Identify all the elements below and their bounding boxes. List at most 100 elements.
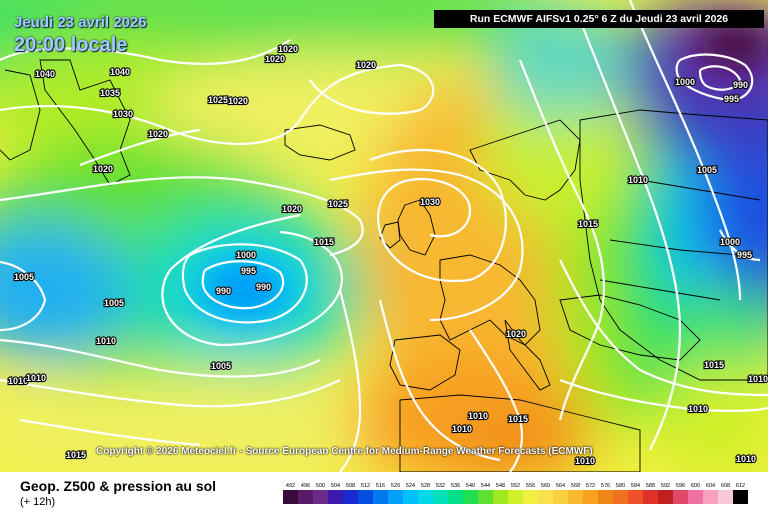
scale-swatch: [388, 490, 403, 504]
isobar-label: 1030: [113, 109, 133, 119]
isobar-label: 1000: [720, 237, 740, 247]
scale-tick-label: 612: [736, 483, 745, 489]
scale-tick-label: 596: [676, 483, 685, 489]
scale-swatch: [718, 490, 733, 504]
isobar-label: 1010: [96, 336, 116, 346]
scale-swatch: [628, 490, 643, 504]
isobar-label: 1020: [148, 129, 168, 139]
isobar-label: 1020: [228, 96, 248, 106]
isobar-label: 990: [256, 282, 271, 292]
isobar-label: 1010: [575, 456, 595, 466]
isobar-label: 1040: [35, 69, 55, 79]
isobar-label: 1020: [278, 44, 298, 54]
isobar-label: 1005: [14, 272, 34, 282]
isobar-label: 1015: [314, 237, 334, 247]
scale-swatch: [463, 490, 478, 504]
scale-tick-label: 508: [346, 483, 355, 489]
isobar-label: 1005: [104, 298, 124, 308]
scale-tick-label: 500: [316, 483, 325, 489]
isobar-label: 1010: [468, 411, 488, 421]
scale-tick-label: 548: [496, 483, 505, 489]
scale-tick-label: 512: [361, 483, 370, 489]
isobar-label: 1010: [8, 376, 28, 386]
legend-subtitle: (+ 12h): [20, 496, 56, 508]
scale-swatch: [658, 490, 673, 504]
scale-swatch: [433, 490, 448, 504]
scale-swatch: [478, 490, 493, 504]
isobar-label: 1040: [110, 67, 130, 77]
isobar-label: 1025: [208, 95, 228, 105]
isobar-label: 995: [241, 266, 256, 276]
isobar-label: 990: [216, 286, 231, 296]
isobar-label: 1005: [211, 361, 231, 371]
scale-swatch: [418, 490, 433, 504]
scale-tick-label: 544: [481, 483, 490, 489]
scale-tick-label: 496: [301, 483, 310, 489]
run-info: Run ECMWF AIFSv1 0.25° 6 Z du Jeudi 23 a…: [434, 10, 764, 28]
isobar-label: 1020: [265, 54, 285, 64]
scale-swatch: [523, 490, 538, 504]
isobar-label: 1010: [748, 374, 768, 384]
scale-tick-label: 568: [571, 483, 580, 489]
isobar-label: 1020: [356, 60, 376, 70]
scale-swatch: [598, 490, 613, 504]
isobar-label: 1000: [675, 77, 695, 87]
isobar-label: 995: [724, 94, 739, 104]
scale-tick-label: 560: [541, 483, 550, 489]
forecast-time: 20:00 locale: [14, 34, 128, 56]
scale-swatch: [343, 490, 358, 504]
scale-swatch: [643, 490, 658, 504]
scale-swatch: [688, 490, 703, 504]
isobar-label: 1010: [736, 454, 756, 464]
color-scale: 492 496 500 504 508 512 516 520 524 528 532 536 540 5…: [283, 483, 748, 504]
scale-swatch: [613, 490, 628, 504]
isobar-label: 995: [737, 250, 752, 260]
scale-swatch: [328, 490, 343, 504]
legend-panel: Geop. Z500 & pression au sol (+ 12h) 492…: [0, 472, 768, 512]
scale-swatch: [313, 490, 328, 504]
scale-tick-label: 552: [511, 483, 520, 489]
isobar-label: 1010: [452, 424, 472, 434]
scale-tick-label: 536: [451, 483, 460, 489]
scale-tick-label: 528: [421, 483, 430, 489]
isobar-label: 1000: [236, 250, 256, 260]
scale-tick-label: 504: [331, 483, 340, 489]
scale-swatch: [493, 490, 508, 504]
scale-swatch: [508, 490, 523, 504]
scale-tick-label: 524: [406, 483, 415, 489]
scale-tick-label: 580: [616, 483, 625, 489]
isobar-label: 1010: [688, 404, 708, 414]
scale-tick-label: 600: [691, 483, 700, 489]
scale-tick-label: 592: [661, 483, 670, 489]
isobar-labels: 1040 1040 1035 1030 1020 1020 1025 1020 …: [7, 43, 768, 467]
scale-tick-label: 516: [376, 483, 385, 489]
scale-swatch: [298, 490, 313, 504]
isobar-label: 1035: [100, 88, 120, 98]
map-canvas: 1040 1040 1035 1030 1020 1020 1025 1020 …: [0, 0, 768, 472]
isobar-label: 1015: [508, 414, 528, 424]
scale-swatch: [448, 490, 463, 504]
scale-swatch: [373, 490, 388, 504]
isobar-label: 1015: [578, 219, 598, 229]
isobar-label: 1015: [704, 360, 724, 370]
isobar-lines: [0, 0, 768, 472]
scale-tick-label: 564: [556, 483, 565, 489]
scale-swatch: [283, 490, 298, 504]
scale-swatch: [538, 490, 553, 504]
scale-tick-label: 572: [586, 483, 595, 489]
scale-tick-label: 576: [601, 483, 610, 489]
scale-swatch: [403, 490, 418, 504]
copyright-notice: Copyright © 2026 Meteociel.fr - Source E…: [96, 446, 593, 457]
isobar-label: 1005: [697, 165, 717, 175]
isobar-label: 1020: [93, 164, 113, 174]
scale-tick-label: 556: [526, 483, 535, 489]
isobar-label: 990: [733, 80, 748, 90]
scale-swatch: [733, 490, 748, 504]
scale-swatch: [583, 490, 598, 504]
isobar-label: 1025: [328, 199, 348, 209]
legend-title: Geop. Z500 & pression au sol: [20, 478, 217, 494]
forecast-map: 1040 1040 1035 1030 1020 1020 1025 1020 …: [0, 0, 768, 472]
isobar-label: 1010: [26, 373, 46, 383]
scale-tick-label: 532: [436, 483, 445, 489]
scale-tick-label: 604: [706, 483, 715, 489]
